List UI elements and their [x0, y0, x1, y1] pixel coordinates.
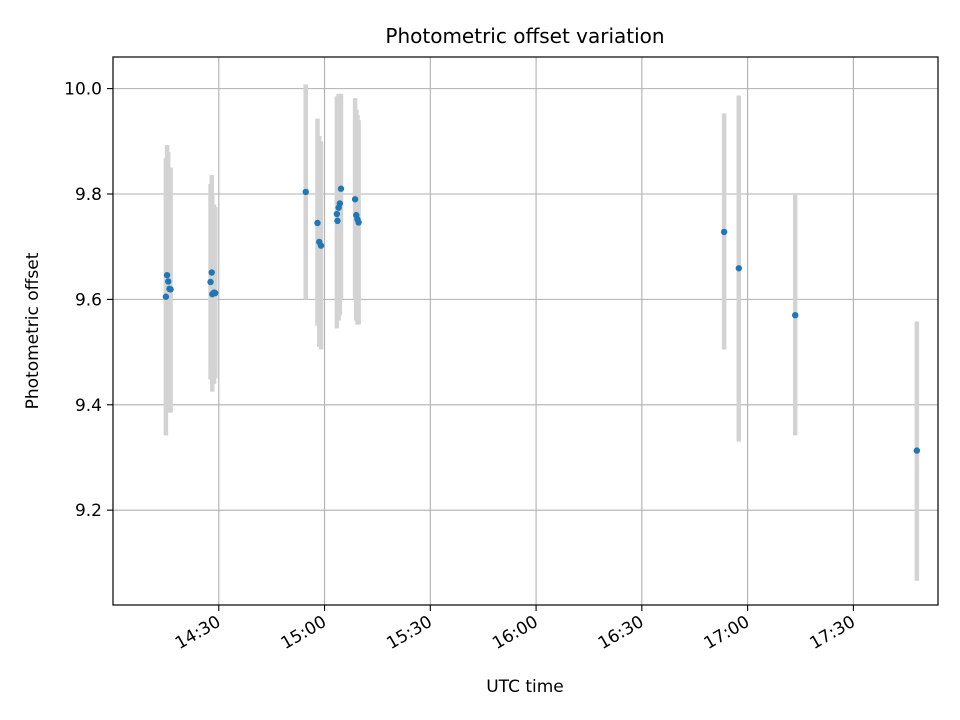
data-point: [165, 278, 172, 285]
y-tick-label: 10.0: [64, 80, 102, 100]
data-points: [162, 185, 921, 454]
y-tick-label: 9.4: [75, 396, 102, 416]
data-point: [333, 210, 341, 218]
plot-area: [113, 57, 938, 605]
chart-title: Photometric offset variation: [385, 24, 664, 48]
data-point: [792, 311, 799, 319]
data-point: [334, 217, 341, 225]
data-point: [337, 185, 345, 192]
data-point: [162, 293, 170, 300]
data-point: [167, 286, 174, 293]
gridlines: [113, 57, 938, 605]
y-tick-label: 9.2: [75, 501, 102, 521]
data-point: [208, 269, 215, 276]
data-point: [336, 200, 344, 207]
data-point: [314, 219, 321, 227]
y-axis-ticks: 9.2 9.4 9.6 9.8 10.0: [64, 80, 113, 521]
data-point: [302, 188, 309, 196]
data-point: [355, 219, 362, 226]
data-point: [207, 278, 214, 286]
data-point: [735, 265, 743, 272]
x-axis-title: UTC time: [486, 677, 564, 697]
plot-frame: [112, 56, 939, 606]
data-point: [720, 228, 728, 236]
data-point: [913, 447, 921, 454]
data-point: [351, 196, 359, 203]
y-tick-label: 9.8: [75, 185, 102, 205]
data-point: [212, 289, 219, 297]
data-point: [163, 271, 171, 279]
y-axis-title: Photometric offset: [23, 252, 43, 409]
y-tick-label: 9.6: [75, 290, 102, 310]
data-point: [317, 242, 325, 249]
